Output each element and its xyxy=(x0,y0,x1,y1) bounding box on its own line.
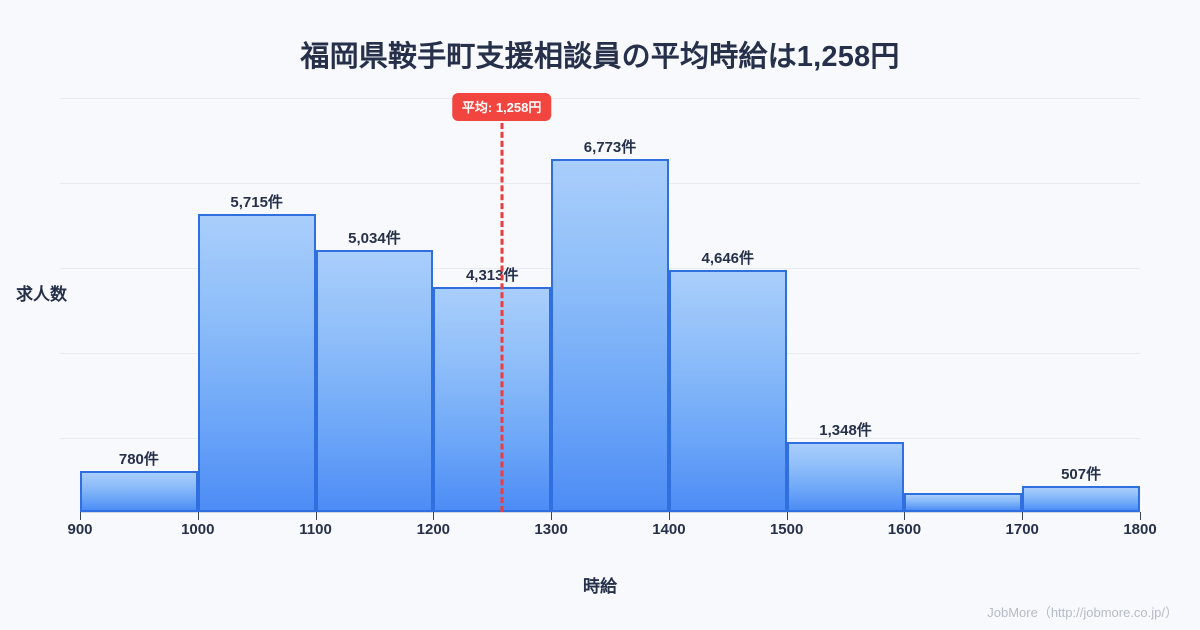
x-axis-tick-label: 1700 xyxy=(1005,521,1039,538)
x-axis-tick-label: 1200 xyxy=(416,521,451,538)
histogram-bar xyxy=(786,441,905,512)
histogram-bar xyxy=(80,471,198,512)
watermark: JobMore（http://jobmore.co.jp/） xyxy=(987,605,1178,620)
histogram-bar xyxy=(1022,485,1140,512)
histogram-bar xyxy=(315,249,434,512)
x-axis-tick xyxy=(433,512,435,520)
histogram-bar xyxy=(904,492,1023,512)
histogram-bar xyxy=(668,269,787,512)
x-axis-tick-label: 1800 xyxy=(1123,521,1157,538)
x-axis-tick xyxy=(80,512,81,520)
histogram-bar xyxy=(433,287,552,512)
x-axis-tick xyxy=(551,512,553,520)
x-axis-tick xyxy=(315,512,317,520)
average-line xyxy=(500,123,504,512)
bar-value-label: 5,034件 xyxy=(348,229,401,247)
x-axis-tick xyxy=(668,512,670,520)
histogram-bar xyxy=(197,214,316,512)
x-axis-tick xyxy=(1022,512,1024,520)
x-axis-tick-label: 900 xyxy=(67,521,93,538)
bar-value-label: 4,313件 xyxy=(465,267,519,285)
x-axis-tick-label: 1600 xyxy=(887,521,922,538)
x-axis-title: 時給 xyxy=(583,577,617,596)
x-axis-tick xyxy=(197,512,199,520)
x-axis-tick xyxy=(786,512,788,520)
bar-value-label: 6,773件 xyxy=(583,138,637,156)
x-axis-tick xyxy=(1140,512,1141,520)
bar-value-label: 5,715件 xyxy=(230,194,283,212)
gridline xyxy=(60,98,1140,99)
x-axis-tick-label: 1400 xyxy=(652,521,686,538)
plot-area: 780件 5,715件 5,034件 4,313件 6,773件 4,646件 1,348件… xyxy=(60,93,1140,513)
x-axis-tick-label: 1500 xyxy=(769,521,804,538)
x-axis-tick-label: 1300 xyxy=(534,521,568,538)
x-axis-tick xyxy=(904,512,906,520)
bar-value-label: 4,646件 xyxy=(701,249,755,267)
x-axis-tick-label: 1000 xyxy=(181,521,215,538)
x-axis-baseline xyxy=(80,512,1140,513)
y-axis-title: 求人数 xyxy=(16,285,67,304)
bar-value-label: 780件 xyxy=(118,451,159,469)
histogram-bar xyxy=(551,158,669,512)
page-title: 福岡県鞍手町支援相談員の平均時給は1,258円 xyxy=(300,41,900,73)
bar-value-label: 507件 xyxy=(1061,465,1102,483)
x-axis-tick-label: 1100 xyxy=(299,521,332,538)
bar-value-label: 1,348件 xyxy=(819,421,872,439)
average-badge: 平均: 1,258円 xyxy=(451,93,552,121)
